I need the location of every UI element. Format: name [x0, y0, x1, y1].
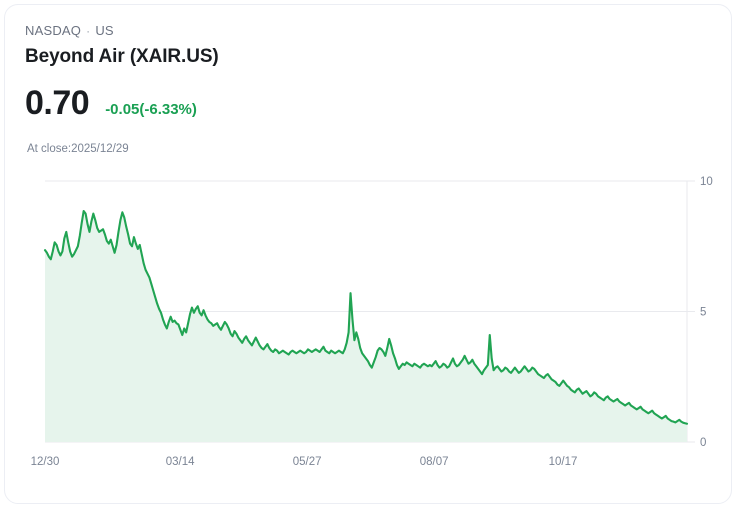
x-axis-tick-label: 05/27	[293, 456, 322, 468]
x-axis-labels: 12/30 03/14 05/27 08/07 10/17	[31, 456, 578, 468]
exchange-name: NASDAQ	[25, 23, 82, 38]
x-axis-tick-label: 08/07	[420, 456, 449, 468]
stock-quote-card: NASDAQ · US Beyond Air (XAIR.US) 0.70 -0.0…	[4, 4, 732, 504]
price-row: 0.70 -0.05(-6.33%)	[25, 83, 197, 123]
x-axis-tick-label: 12/30	[31, 456, 60, 468]
price-change: -0.05(-6.33%)	[105, 101, 197, 118]
price-area-fill	[45, 211, 687, 442]
price-line	[43, 209, 689, 425]
price-chart[interactable]: 0 5 10 12/30 03/14 05/27 08/07 10/17	[5, 165, 732, 475]
x-axis-tick-label: 10/17	[549, 456, 578, 468]
current-price: 0.70	[25, 84, 90, 122]
y-axis-tick-label: 0	[700, 437, 706, 449]
y-axis-tick-label: 10	[700, 176, 713, 188]
exchange-separator: ·	[86, 24, 91, 38]
exchange-region-line: NASDAQ · US	[25, 23, 711, 39]
x-axis-tick-label: 03/14	[166, 456, 195, 468]
region-code: US	[95, 23, 114, 38]
y-axis-labels: 0 5 10	[700, 176, 713, 449]
quote-header: NASDAQ · US Beyond Air (XAIR.US)	[25, 23, 711, 69]
market-status-note: At close:2025/12/29	[27, 143, 129, 155]
page-title: Beyond Air (XAIR.US)	[25, 46, 219, 67]
price-chart-svg[interactable]: 0 5 10 12/30 03/14 05/27 08/07 10/17	[5, 165, 732, 475]
y-axis-tick-label: 5	[700, 307, 706, 319]
